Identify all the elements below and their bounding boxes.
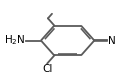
Text: H$_2$N: H$_2$N [4, 34, 25, 47]
Text: N: N [108, 35, 115, 45]
Text: Cl: Cl [42, 64, 53, 74]
